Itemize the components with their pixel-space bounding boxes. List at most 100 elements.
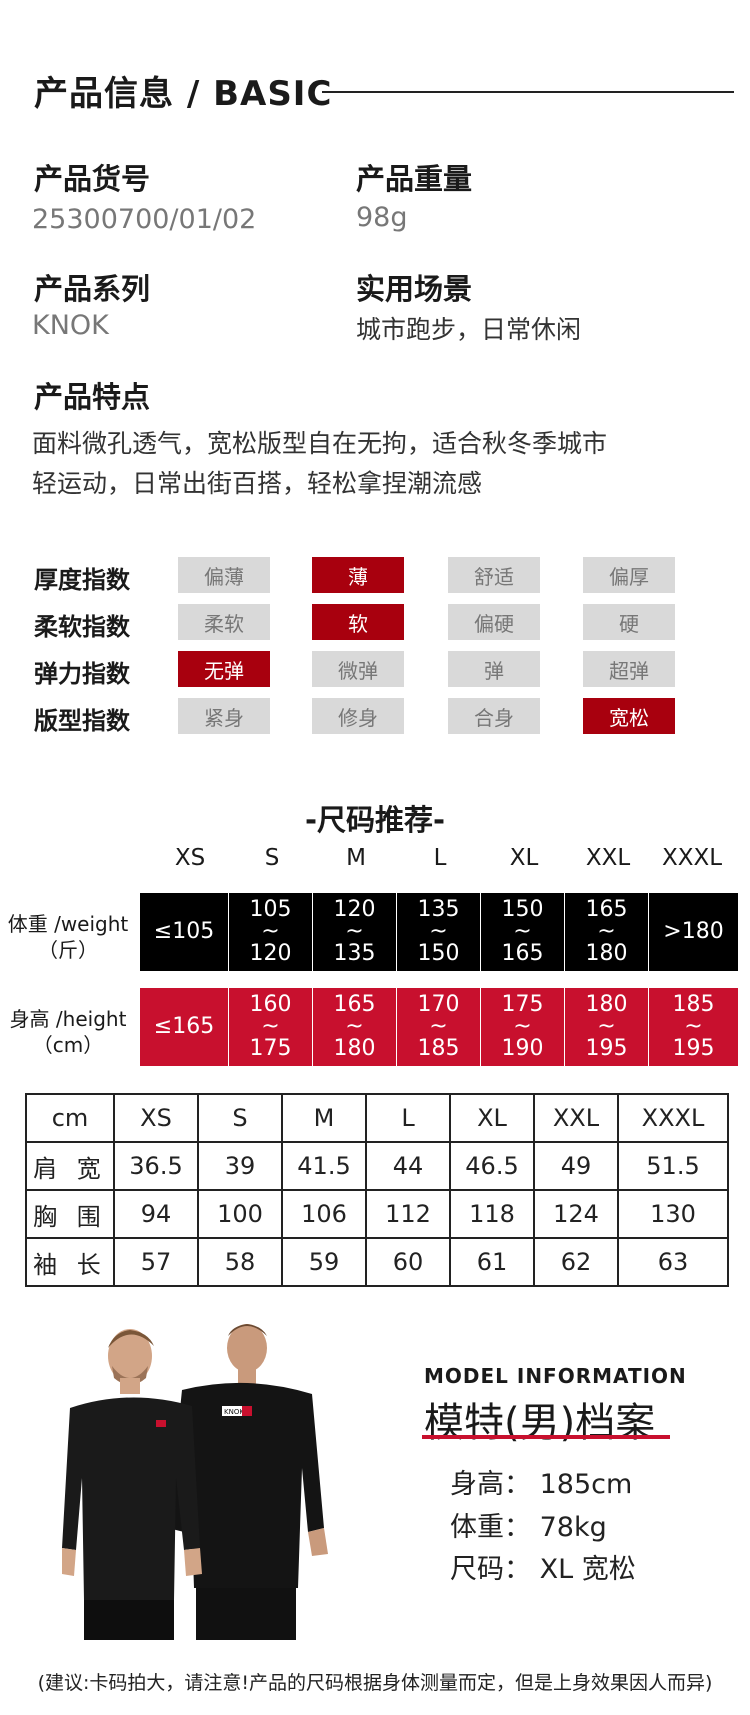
elasticity-option: 无弹 bbox=[178, 651, 270, 687]
elasticity-option: 超弹 bbox=[583, 651, 675, 687]
table-cell: 124 bbox=[533, 1189, 619, 1239]
model-height: 身高： 185cm bbox=[450, 1469, 633, 1500]
size-advice-note: (建议:卡码拍大，请注意!产品的尺码根据身体测量而定，但是上身效果因人而异) bbox=[37, 1672, 713, 1694]
table-header-cell: M bbox=[281, 1093, 367, 1143]
table-header-cell: XXL bbox=[533, 1093, 619, 1143]
measurement-table: cm XS S M L XL XXL XXXL 肩 宽 36.5 39 41.5… bbox=[25, 1093, 729, 1287]
item-no-label: 产品货号 bbox=[34, 162, 151, 196]
size-recommend-title: -尺码推荐- bbox=[304, 803, 446, 837]
table-cell: 46.5 bbox=[449, 1141, 535, 1191]
size-header: XXXL bbox=[661, 845, 723, 871]
height-cell: ≤165 bbox=[140, 988, 229, 1066]
title-divider bbox=[322, 91, 734, 93]
weight-cell: 165 ~180 bbox=[565, 893, 649, 971]
height-cell: 185 ~195 bbox=[649, 988, 738, 1066]
table-cell: 57 bbox=[113, 1237, 199, 1287]
weight-band-label-line1: 体重 /weight bbox=[7, 912, 129, 936]
row-header: 胸 围 bbox=[25, 1189, 115, 1239]
height-cell: 165 ~180 bbox=[313, 988, 397, 1066]
table-cell: 49 bbox=[533, 1141, 619, 1191]
size-header: S bbox=[264, 845, 280, 871]
size-header: XS bbox=[174, 845, 206, 871]
weight-cell: 105 ~120 bbox=[229, 893, 313, 971]
fit-index-label: 版型指数 bbox=[34, 707, 130, 735]
height-band-label: 身高 /height （cm） bbox=[2, 1006, 134, 1058]
table-header-cell: cm bbox=[25, 1093, 115, 1143]
weight-cell: 120 ~135 bbox=[313, 893, 397, 971]
weight-cell: >180 bbox=[649, 893, 738, 971]
table-row: 胸 围 94 100 106 112 118 124 130 bbox=[25, 1189, 729, 1239]
model-back-figure: KNOK bbox=[168, 1324, 328, 1640]
elasticity-option: 微弹 bbox=[312, 651, 404, 687]
elasticity-option: 弹 bbox=[448, 651, 540, 687]
features-line-2: 轻运动，日常出街百搭，轻松拿捏潮流感 bbox=[32, 469, 483, 498]
elasticity-index-label: 弹力指数 bbox=[34, 660, 130, 688]
weight-value: 98g bbox=[356, 202, 408, 233]
softness-option: 软 bbox=[312, 604, 404, 640]
table-cell: 100 bbox=[197, 1189, 283, 1239]
size-header: XXL bbox=[585, 845, 631, 871]
table-cell: 59 bbox=[281, 1237, 367, 1287]
series-value: KNOK bbox=[32, 310, 109, 341]
size-header: M bbox=[346, 845, 366, 871]
thickness-option: 舒适 bbox=[448, 557, 540, 593]
height-cell: 175 ~190 bbox=[481, 988, 565, 1066]
table-cell: 36.5 bbox=[113, 1141, 199, 1191]
item-no-value: 25300700/01/02 bbox=[32, 204, 257, 235]
height-cell: 170 ~185 bbox=[397, 988, 481, 1066]
thickness-option: 偏薄 bbox=[178, 557, 270, 593]
height-band-label-line2: （cm） bbox=[32, 1033, 104, 1057]
table-header-cell: S bbox=[197, 1093, 283, 1143]
weight-cell: 135 ~150 bbox=[397, 893, 481, 971]
weight-band-label: 体重 /weight （斤） bbox=[2, 911, 134, 963]
table-header-row: cm XS S M L XL XXL XXXL bbox=[25, 1093, 729, 1143]
fit-option: 合身 bbox=[448, 698, 540, 734]
weight-band: ≤105 105 ~120 120 ~135 135 ~150 150 ~165 165… bbox=[140, 893, 738, 971]
softness-index-label: 柔软指数 bbox=[34, 613, 130, 641]
weight-label: 产品重量 bbox=[356, 162, 473, 196]
table-cell: 51.5 bbox=[617, 1141, 729, 1191]
table-cell: 94 bbox=[113, 1189, 199, 1239]
table-cell: 112 bbox=[365, 1189, 451, 1239]
model-weight: 体重： 78kg bbox=[450, 1512, 607, 1543]
table-header-cell: XS bbox=[113, 1093, 199, 1143]
thickness-option: 薄 bbox=[312, 557, 404, 593]
model-title-underline bbox=[422, 1435, 670, 1439]
weight-cell: ≤105 bbox=[140, 893, 229, 971]
fit-option: 紧身 bbox=[178, 698, 270, 734]
size-header: L bbox=[433, 845, 447, 871]
scene-label: 实用场景 bbox=[356, 272, 473, 306]
softness-option: 偏硬 bbox=[448, 604, 540, 640]
table-cell: 61 bbox=[449, 1237, 535, 1287]
model-info-cn-title: 模特(男)档案 bbox=[424, 1400, 656, 1446]
row-header: 袖 长 bbox=[25, 1237, 115, 1287]
height-cell: 180 ~195 bbox=[565, 988, 649, 1066]
fit-option: 修身 bbox=[312, 698, 404, 734]
height-cell: 160 ~175 bbox=[229, 988, 313, 1066]
fit-option: 宽松 bbox=[583, 698, 675, 734]
table-cell: 130 bbox=[617, 1189, 729, 1239]
table-header-cell: XXXL bbox=[617, 1093, 729, 1143]
weight-band-label-line2: （斤） bbox=[38, 938, 98, 962]
table-row: 肩 宽 36.5 39 41.5 44 46.5 49 51.5 bbox=[25, 1141, 729, 1191]
height-band: ≤165 160 ~175 165 ~180 170 ~185 175 ~190 180… bbox=[140, 988, 738, 1066]
table-row: 袖 长 57 58 59 60 61 62 63 bbox=[25, 1237, 729, 1287]
table-header-cell: XL bbox=[449, 1093, 535, 1143]
softness-option: 柔软 bbox=[178, 604, 270, 640]
features-line-1: 面料微孔透气，宽松版型自在无拘，适合秋冬季城市 bbox=[32, 429, 608, 458]
size-header: XL bbox=[509, 845, 539, 871]
table-cell: 106 bbox=[281, 1189, 367, 1239]
scene-value: 城市跑步，日常休闲 bbox=[356, 315, 582, 344]
weight-cell: 150 ~165 bbox=[481, 893, 565, 971]
series-label: 产品系列 bbox=[34, 272, 151, 306]
height-band-label-line1: 身高 /height bbox=[9, 1007, 127, 1031]
table-header-cell: L bbox=[365, 1093, 451, 1143]
features-label: 产品特点 bbox=[34, 380, 151, 414]
table-cell: 39 bbox=[197, 1141, 283, 1191]
table-cell: 60 bbox=[365, 1237, 451, 1287]
softness-option: 硬 bbox=[583, 604, 675, 640]
section-title: 产品信息 / BASIC bbox=[34, 74, 333, 114]
model-info-en-title: MODEL INFORMATION bbox=[424, 1364, 687, 1388]
table-cell: 44 bbox=[365, 1141, 451, 1191]
table-cell: 118 bbox=[449, 1189, 535, 1239]
